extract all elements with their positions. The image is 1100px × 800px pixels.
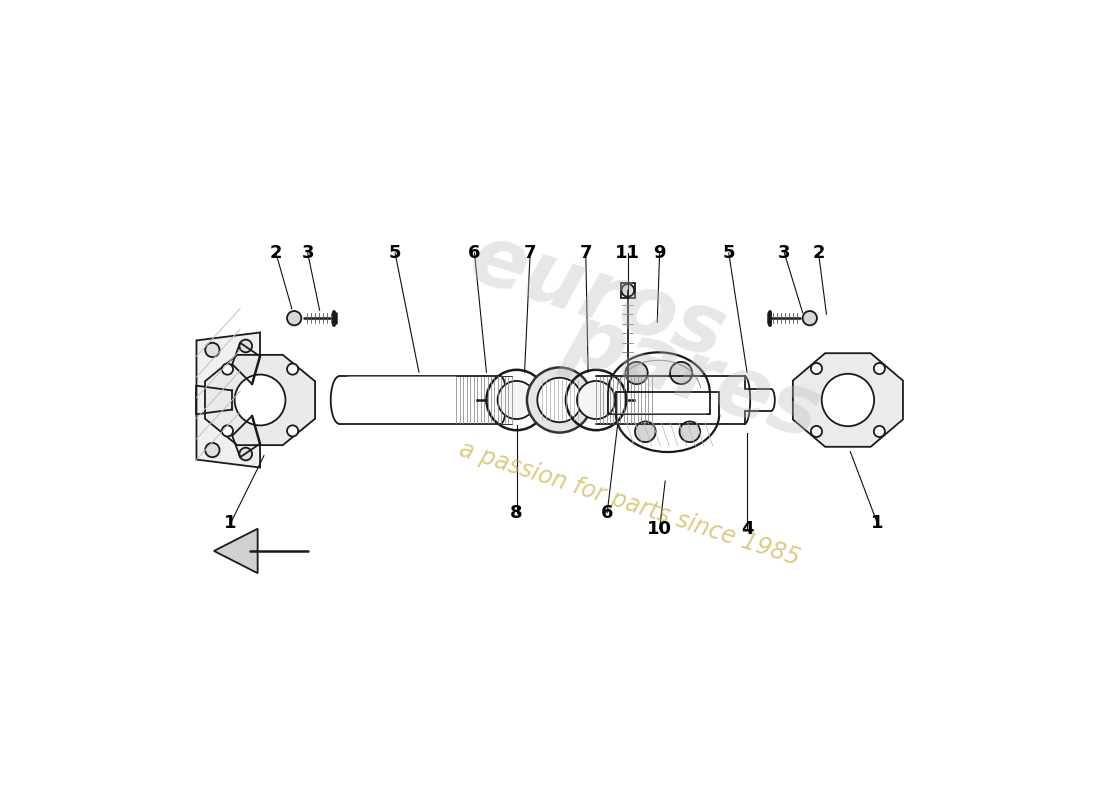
Circle shape: [206, 342, 220, 357]
Circle shape: [680, 422, 701, 442]
Text: 3: 3: [778, 244, 791, 262]
Text: 7: 7: [580, 244, 592, 262]
Circle shape: [670, 362, 692, 384]
Text: 6: 6: [601, 504, 614, 522]
Text: 2: 2: [270, 244, 283, 262]
Circle shape: [240, 340, 252, 352]
Circle shape: [222, 426, 233, 437]
Circle shape: [206, 443, 220, 457]
Circle shape: [222, 363, 233, 374]
Circle shape: [240, 448, 252, 460]
Circle shape: [287, 311, 301, 326]
Circle shape: [811, 363, 822, 374]
Text: 6: 6: [469, 244, 481, 262]
Circle shape: [873, 426, 884, 437]
Circle shape: [497, 381, 536, 419]
Text: 5: 5: [723, 244, 735, 262]
Text: 4: 4: [740, 520, 754, 538]
Circle shape: [287, 426, 298, 437]
Text: 1: 1: [224, 514, 236, 532]
Circle shape: [626, 362, 648, 384]
Text: 11: 11: [615, 244, 640, 262]
Text: 5: 5: [388, 244, 401, 262]
Text: 10: 10: [647, 520, 672, 538]
Circle shape: [811, 426, 822, 437]
Text: 7: 7: [524, 244, 537, 262]
Circle shape: [287, 363, 298, 374]
Circle shape: [635, 422, 656, 442]
Circle shape: [537, 378, 582, 422]
Polygon shape: [793, 354, 903, 446]
Circle shape: [822, 374, 875, 426]
Circle shape: [621, 284, 635, 297]
Circle shape: [578, 381, 615, 419]
Polygon shape: [205, 355, 315, 445]
Text: pares: pares: [556, 297, 830, 455]
Text: a passion for parts since 1985: a passion for parts since 1985: [456, 437, 803, 570]
Text: 1: 1: [871, 514, 883, 532]
FancyBboxPatch shape: [620, 283, 635, 298]
Polygon shape: [214, 529, 257, 573]
Text: 3: 3: [301, 244, 314, 262]
Circle shape: [803, 311, 817, 326]
Text: euros: euros: [460, 218, 736, 376]
Text: 9: 9: [653, 244, 666, 262]
Circle shape: [873, 363, 884, 374]
Circle shape: [527, 367, 592, 433]
Text: 2: 2: [812, 244, 825, 262]
Text: 8: 8: [510, 504, 522, 522]
Polygon shape: [197, 333, 260, 467]
Circle shape: [234, 374, 286, 426]
